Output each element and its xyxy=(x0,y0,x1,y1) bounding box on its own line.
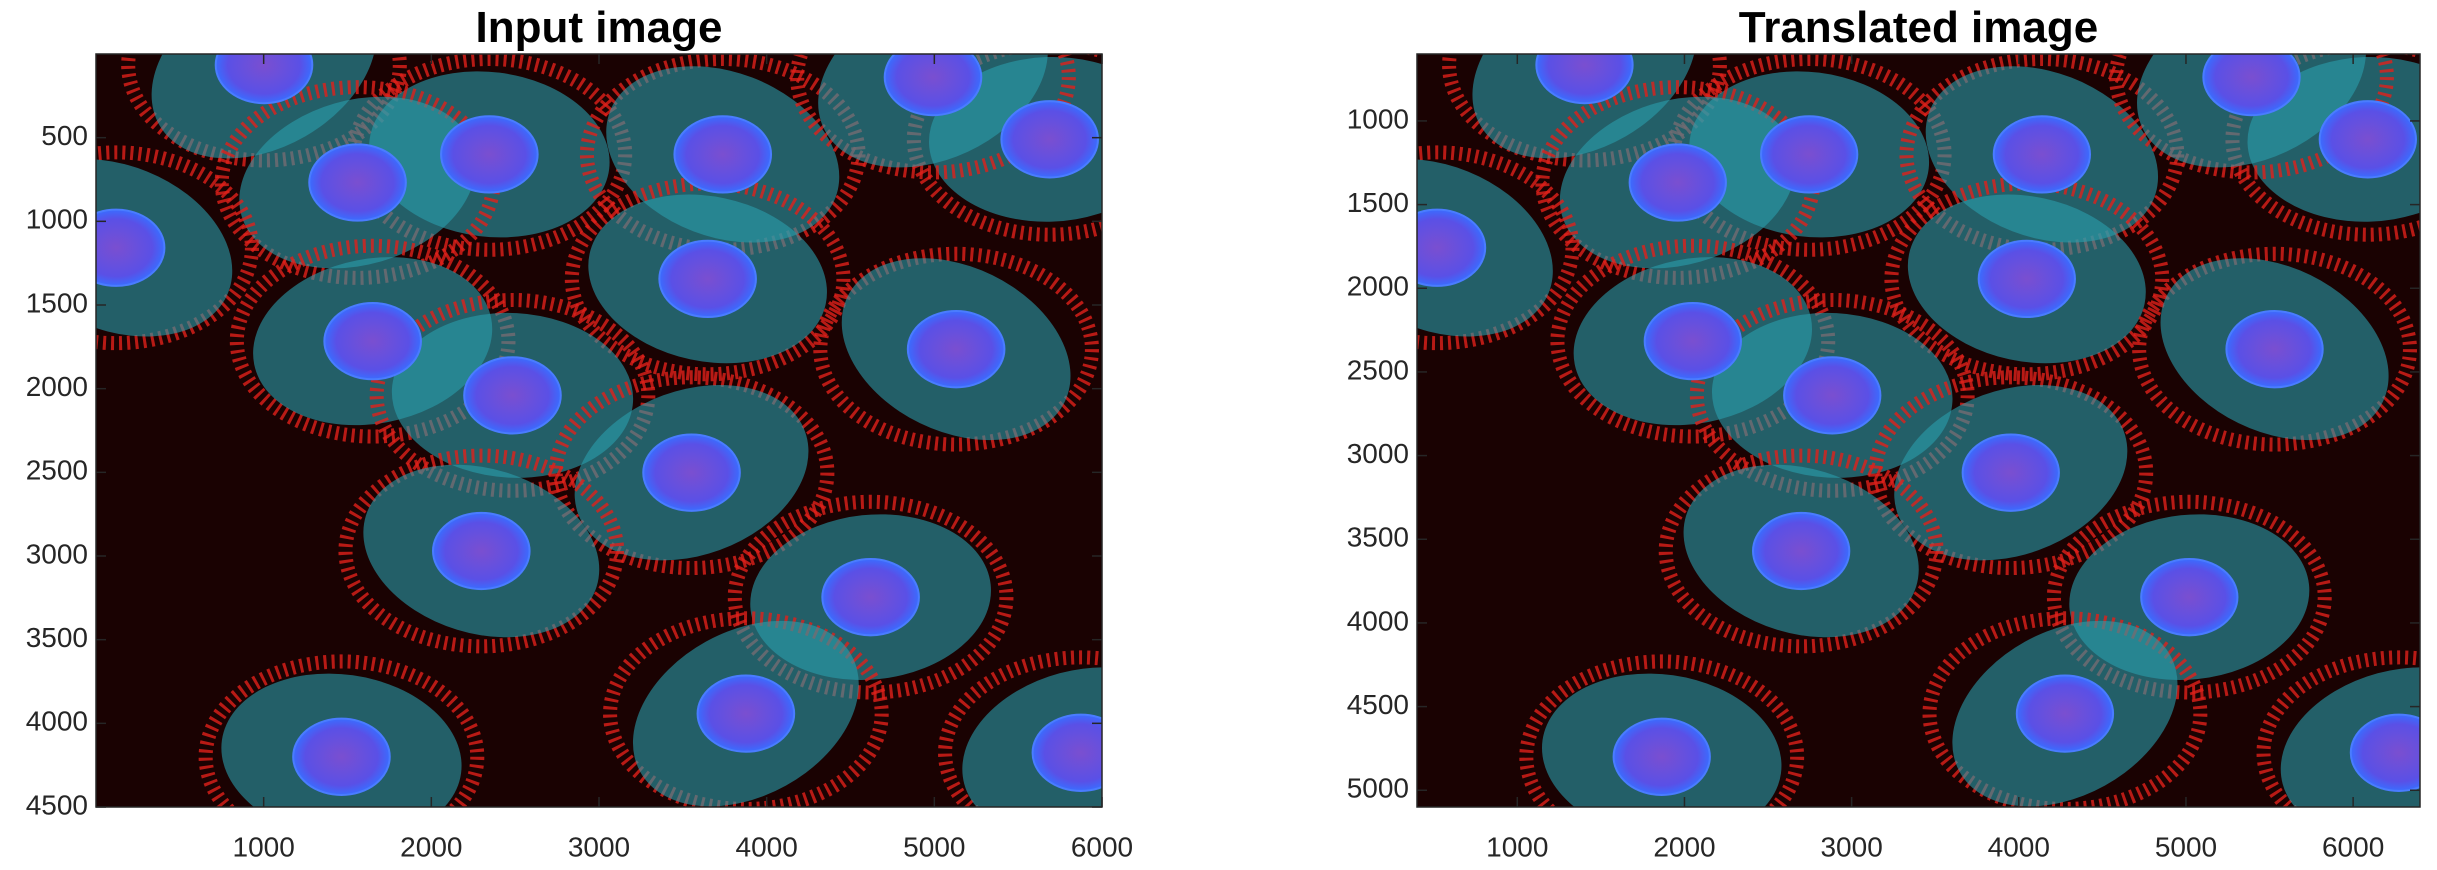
axes-box xyxy=(1416,53,2421,808)
x-tick-label: 5000 xyxy=(903,831,965,862)
y-tick-label: 2500 xyxy=(26,455,88,486)
y-tick-label: 3000 xyxy=(26,538,88,569)
y-tick-label: 2000 xyxy=(1347,271,1409,302)
y-tick-label: 3500 xyxy=(1347,522,1409,553)
axes-title: Translated image xyxy=(1739,3,2098,52)
x-tick-label: 3000 xyxy=(1820,831,1882,862)
x-tick-label: 2000 xyxy=(1653,831,1715,862)
x-tick-label: 4000 xyxy=(736,831,798,862)
x-tick-label: 1000 xyxy=(233,831,295,862)
y-tick-label: 1500 xyxy=(26,287,88,318)
y-tick-label: 3500 xyxy=(26,622,88,653)
axes: 1000 2000 3000 4000 5000 6000 1000 1500 2000 2500… xyxy=(1295,0,2437,863)
y-tick-label: 4000 xyxy=(26,706,88,737)
axes: 1000 2000 3000 4000 5000 6000 500 1000 1500 2000 2… xyxy=(0,0,1219,863)
y-tick-label: 2500 xyxy=(1347,354,1409,385)
y-tick-label: 4500 xyxy=(26,789,88,820)
image xyxy=(1295,0,2437,863)
x-tick-label: 6000 xyxy=(2322,831,2384,862)
y-tick-label: 1000 xyxy=(1347,103,1409,134)
x-tick-label: 1000 xyxy=(1486,831,1548,862)
x-tick-label: 4000 xyxy=(1988,831,2050,862)
x-tick-label: 5000 xyxy=(2155,831,2217,862)
axes-title: Input image xyxy=(476,3,723,52)
y-tick-label: 3000 xyxy=(1347,438,1409,469)
image xyxy=(0,0,1219,863)
y-tick-label: 1000 xyxy=(26,204,88,235)
y-tick-label: 2000 xyxy=(26,371,88,402)
y-tick-label: 500 xyxy=(41,120,88,151)
y-tick-label: 4500 xyxy=(1347,689,1409,720)
x-tick-label: 6000 xyxy=(1071,831,1133,862)
x-tick-label: 2000 xyxy=(400,831,462,862)
y-tick-label: 5000 xyxy=(1347,773,1409,804)
y-tick-label: 4000 xyxy=(1347,605,1409,636)
y-tick-label: 1500 xyxy=(1347,187,1409,218)
x-tick-label: 3000 xyxy=(568,831,630,862)
